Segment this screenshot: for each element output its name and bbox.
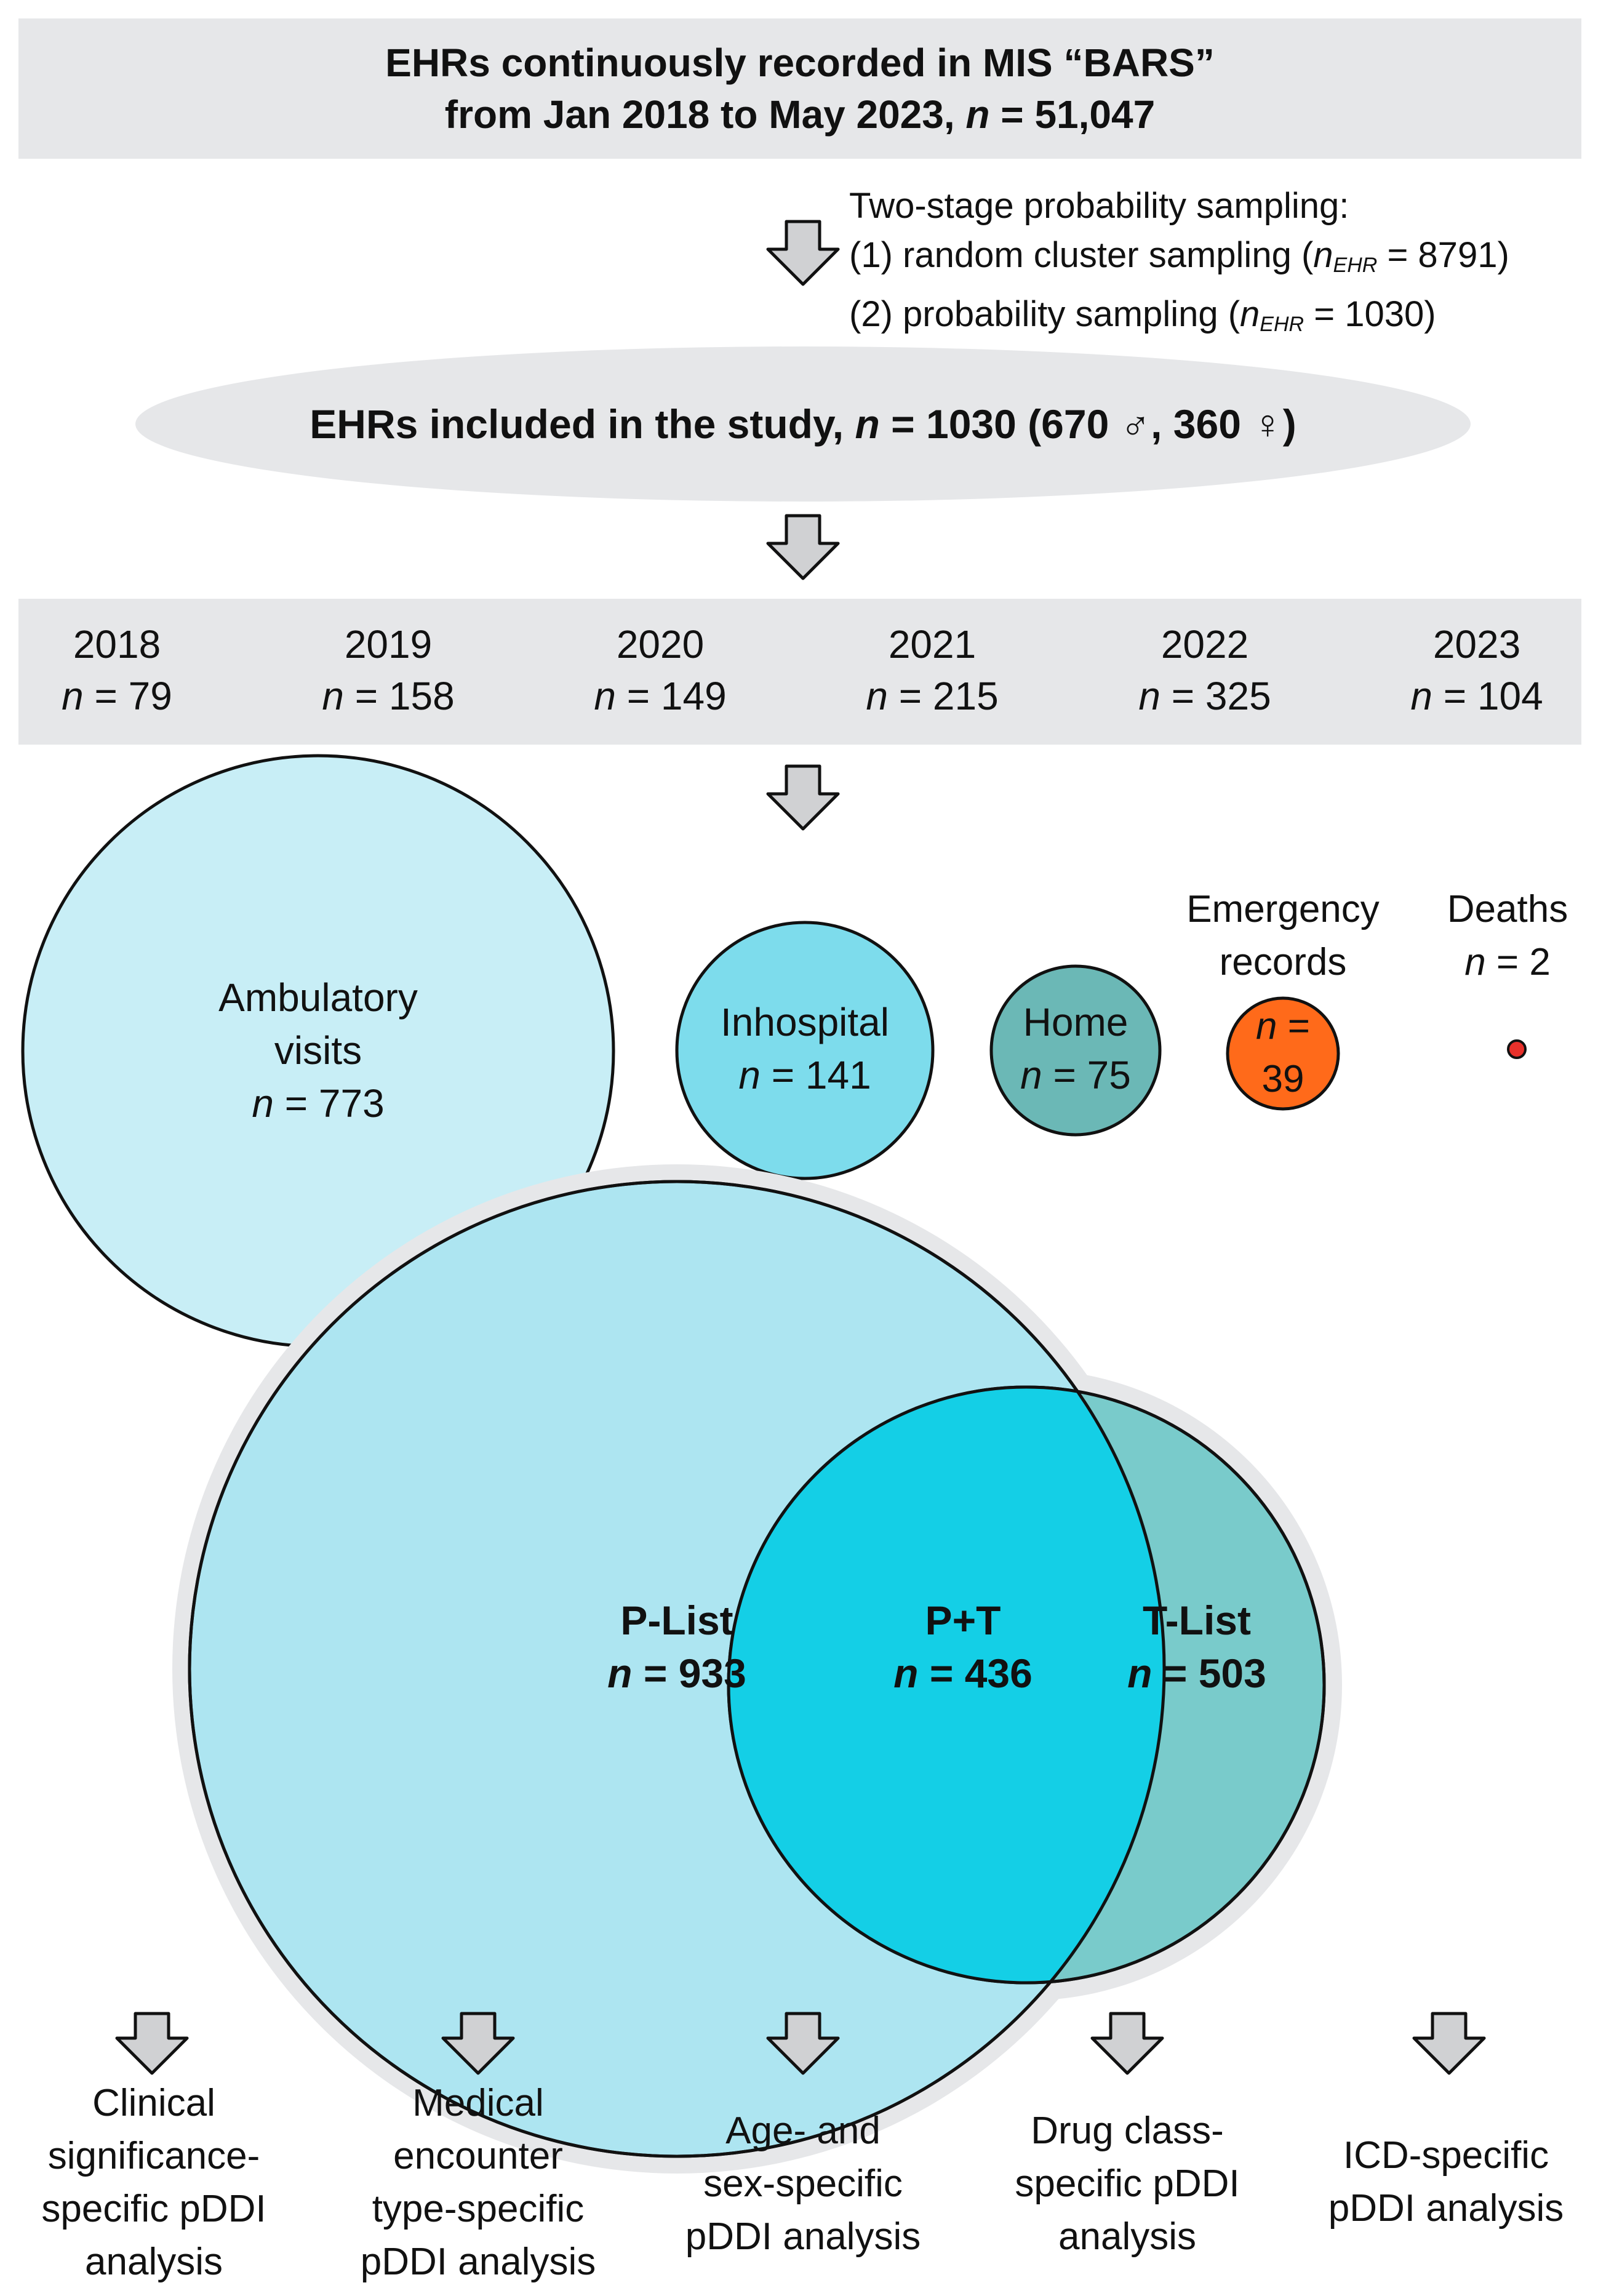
sampling-stage2: (2) probability sampling (nEHR = 1030): [849, 294, 1436, 336]
down-arrow-icon: [766, 514, 840, 580]
emergency-title: Emergency records: [1186, 888, 1380, 983]
down-arrow-icon: [1090, 2012, 1164, 2075]
home-label: Home n = 75: [1020, 1000, 1131, 1097]
down-arrow-icon: [115, 2012, 189, 2075]
years-box: [18, 599, 1581, 745]
p-t-overlap-label: P+T n = 436: [893, 1598, 1033, 1696]
inhospital-label: Inhospital n = 141: [721, 1000, 889, 1097]
analysis-age-sex: Age- and sex-specific pDDI analysis: [685, 2110, 921, 2258]
year-item: 2019 n = 158: [322, 622, 455, 718]
analysis-drug-class: Drug class-specific pDDI analysis: [1015, 2110, 1240, 2258]
inhospital-circle: [675, 921, 935, 1180]
sampling-stage1: (1) random cluster sampling (nEHR = 8791…: [849, 235, 1509, 277]
year-item: 2020 n = 149: [594, 622, 727, 718]
down-arrow-icon: [441, 2012, 515, 2075]
included-label: EHRs included in the study, n = 1030 (67…: [310, 401, 1296, 447]
source-ehr-box: EHRs continuously recorded in MIS “BARS”…: [18, 18, 1581, 159]
sampling-title: Two-stage probability sampling:: [849, 186, 1349, 226]
t-list-label: T-List n = 503: [1127, 1598, 1266, 1696]
source-total-count: = 51,047: [989, 92, 1156, 137]
deaths-label: Deaths n = 2: [1447, 888, 1568, 983]
p-list-label: P-List n = 933: [607, 1598, 746, 1696]
p-t-overlap: [729, 1387, 1164, 1983]
emergency-count: n = 39: [1256, 1005, 1310, 1100]
down-arrow-icon: [766, 764, 840, 831]
year-item: 2018 n = 79: [62, 622, 172, 718]
year-item: 2022 n = 325: [1138, 622, 1271, 718]
analysis-icd: ICD-specific pDDI analysis: [1328, 2134, 1564, 2230]
down-arrow-icon: [766, 2012, 840, 2075]
sampling-note: Two-stage probability sampling: (1) rand…: [849, 182, 1509, 349]
home-circle: [989, 964, 1162, 1137]
deaths-dot: [1507, 1039, 1527, 1059]
source-n-symbol: n: [965, 92, 990, 137]
down-arrow-icon: [1412, 2012, 1486, 2075]
included-ehr-ellipse: EHRs included in the study, n = 1030 (67…: [135, 346, 1471, 502]
source-title-line2-prefix: from Jan 2018 to May 2023,: [444, 92, 966, 137]
ambulatory-label: Ambulatory visits n = 773: [218, 975, 418, 1126]
source-title-line1: EHRs continuously recorded in MIS “BARS”: [385, 41, 1215, 85]
year-item: 2021 n = 215: [866, 622, 999, 718]
analysis-encounter-type: Medical encounter type-specific pDDI analys…: [360, 2082, 596, 2283]
analysis-clinical-significance: Clinical significance-specific pDDI analys…: [41, 2082, 266, 2283]
down-arrow-icon: [766, 220, 840, 286]
emergency-circle: [1226, 996, 1340, 1111]
year-item: 2023 n = 104: [1410, 622, 1543, 718]
